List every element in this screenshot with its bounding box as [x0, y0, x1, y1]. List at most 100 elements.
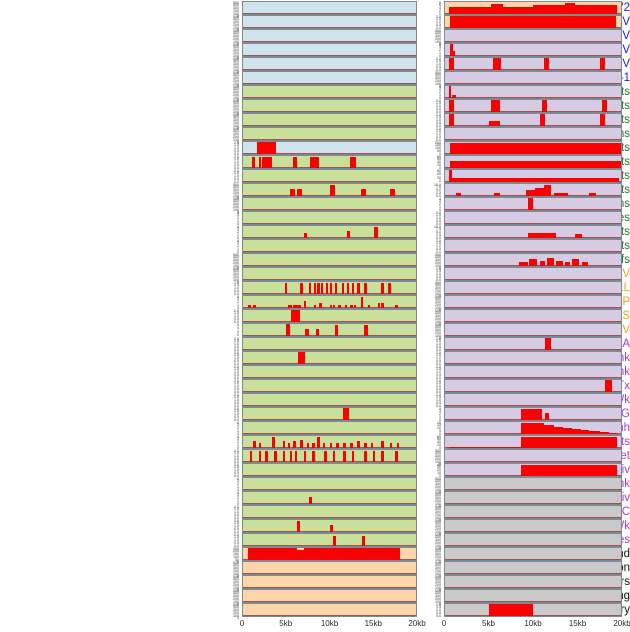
track-panel-left-methylation	[242, 561, 417, 575]
track-bar	[564, 262, 570, 266]
baseline	[243, 181, 416, 182]
track-bar	[575, 5, 590, 14]
track-bar	[580, 430, 590, 434]
track-bar	[287, 442, 291, 448]
track-bar	[353, 304, 357, 308]
track-bar	[492, 58, 502, 70]
track-bar	[298, 352, 306, 364]
track-bar	[256, 142, 276, 154]
track-bar	[307, 442, 310, 448]
baseline	[445, 223, 621, 224]
y-axis-ticks-left: 500 400 300 200 100 0	[233, 84, 239, 103]
y-axis-ticks-left: 500 400 300 200 100 0	[233, 14, 239, 33]
track-bar	[296, 521, 301, 532]
track-panel-left-11-bivflnk	[242, 477, 417, 491]
track-bar	[518, 262, 528, 266]
track-panel-right-a-phased-repeats	[444, 99, 622, 113]
x-tick-label: 5kb	[279, 619, 293, 628]
track-row: 3_TxFlnk2.01.51.00.50.02.01.51.00.50.0	[0, 364, 630, 380]
track-bar	[452, 95, 456, 98]
track-bar	[293, 156, 297, 168]
track-row: HIV500400300200100043210	[0, 43, 630, 60]
y-axis-ticks-left: 500 400 300 200 100 0	[233, 182, 239, 201]
track-bar	[575, 234, 583, 238]
track-bar	[315, 328, 320, 336]
baseline	[243, 209, 416, 210]
track-panel-right-hiv	[444, 43, 622, 57]
baseline	[243, 419, 416, 420]
y-axis-ticks-right: 60 40 20 0	[437, 168, 441, 184]
baseline	[243, 69, 416, 70]
baseline	[243, 475, 416, 476]
track-row: G-Quadruplex forming repeats2.01.51.00.5…	[0, 141, 630, 156]
track-panel-left-8-znf-rpts	[242, 435, 417, 449]
track-bar	[554, 426, 563, 434]
track-panel-right-l2-repeats	[444, 183, 622, 197]
track-bar	[346, 282, 350, 294]
x-tick-label: 20kb	[613, 619, 630, 628]
y-axis-ticks-left: 2.0 1.5 1.0 0.5 0.0	[234, 504, 239, 520]
y-axis-ticks-right: 2.0 1.5 1.0 0.5 0.0	[436, 364, 441, 380]
track-bar	[489, 120, 500, 126]
track-bar	[253, 441, 256, 448]
track-panel-right-alu-repeats	[444, 85, 622, 99]
baseline	[243, 251, 416, 252]
track-bar	[543, 184, 551, 196]
y-axis-ticks-right: 2.0 1.5 1.0 0.5 0.0	[436, 126, 441, 142]
track-bar	[364, 325, 368, 336]
track-panel-left-hpv	[242, 57, 417, 71]
y-axis-ticks-left: 2.0 1.5 1.0 0.5 0.0	[234, 364, 239, 380]
y-axis-ticks-left: 500 400 300 200 100 0	[233, 126, 239, 145]
track-panel-left-dna-transposons	[242, 127, 417, 141]
track-bar	[541, 100, 548, 112]
track-bar	[296, 189, 302, 196]
track-bar	[364, 442, 367, 448]
track-bar	[599, 432, 609, 434]
track-panel-left-aav2	[242, 1, 417, 15]
y-axis-ticks-left: 2.0 1.5 1.0 0.5 0.0	[234, 518, 239, 534]
track-panel-right-inv	[444, 323, 622, 337]
track-bar	[334, 325, 339, 336]
track-bar	[312, 442, 315, 448]
y-axis-ticks-right: 500 400 300 200 100 0	[435, 280, 441, 299]
track-panel-right-inverted-repeats	[444, 155, 622, 169]
track-row: Mirror repeats432102.01.51.00.50.0	[0, 239, 630, 254]
track-panel-left-13-reprpc	[242, 505, 417, 519]
track-bar	[338, 304, 341, 308]
track-row: TAD_boundary50040030020010002.01.51.00.5…	[0, 603, 630, 620]
track-panel-right-replicationtiming	[444, 589, 622, 603]
baseline	[243, 587, 416, 588]
track-bar	[395, 304, 398, 308]
baseline	[243, 27, 416, 28]
track-bar	[448, 100, 454, 112]
baseline	[445, 405, 621, 406]
track-panel-right-12-enhbiv	[444, 491, 622, 505]
track-bar	[300, 439, 303, 448]
y-axis-ticks-right: 2.0 1.5 1.0 0.5 0.0	[436, 14, 441, 30]
track-bar	[589, 193, 597, 196]
track-row: 4_Tx2.01.51.00.50.02.01.51.00.50.0	[0, 379, 630, 394]
y-axis-ticks-right: 500 400 300 200 100 0	[435, 560, 441, 579]
track-bar	[599, 114, 606, 126]
track-bar	[303, 232, 307, 238]
baseline	[445, 111, 621, 112]
baseline	[243, 153, 416, 154]
track-panel-right-methylation	[444, 561, 622, 575]
baseline	[243, 97, 416, 98]
track-bar	[450, 16, 616, 28]
baseline	[445, 335, 621, 336]
baseline	[243, 167, 416, 168]
track-bar	[377, 302, 381, 308]
y-axis-ticks-left: 500 400 300 200 100 0	[233, 0, 239, 19]
y-axis-ticks-right: 2.0 1.5 1.0 0.5 0.0	[436, 266, 441, 282]
track-panel-left-directed-repeats	[242, 113, 417, 127]
baseline	[243, 125, 416, 126]
x-axis-left: 0 5kb 10kb 15kb 20kb	[240, 619, 426, 632]
track-bar	[364, 282, 367, 294]
y-axis-ticks-right: 500 400 300 200 100 0	[435, 70, 441, 89]
